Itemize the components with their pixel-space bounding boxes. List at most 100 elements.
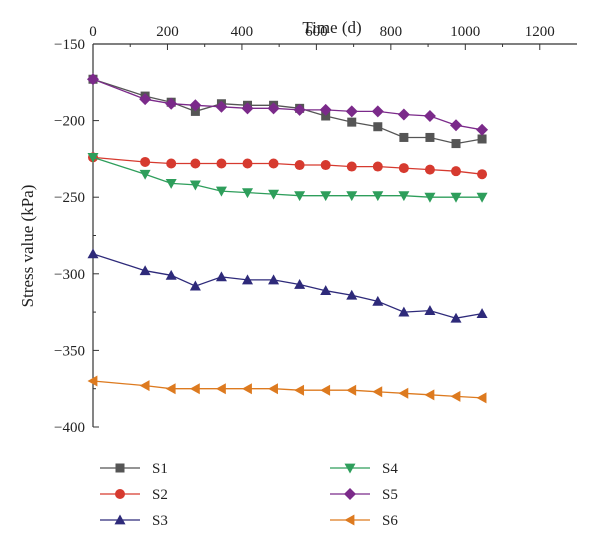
data-point-s4 [294,191,306,202]
data-point-s4 [346,191,358,202]
data-point-s4 [320,191,332,202]
data-point-s4 [424,192,436,203]
legend-label: S1 [152,461,168,477]
series-line-s4 [92,156,483,198]
legend-item-s6: S6 [330,513,398,529]
series-line-s1 [92,78,483,145]
y-tick-label: −350 [54,343,85,359]
y-tick-label: −250 [54,190,85,206]
x-tick-label: 800 [380,24,403,40]
series-line-s6 [92,380,483,399]
data-point-s1 [399,132,409,142]
data-point-s2 [294,160,305,171]
legend-item-s5: S5 [330,487,398,503]
x-tick-label: 0 [89,24,97,40]
data-point-s2 [346,161,357,172]
data-point-s4 [139,169,151,180]
data-point-s1 [321,111,331,121]
data-point-s2 [242,158,253,169]
x-tick-label: 1200 [525,24,555,40]
data-point-s6 [294,384,305,396]
data-point-s6 [372,386,383,398]
x-tick-label: 1000 [450,24,480,40]
data-point-s3 [268,274,280,285]
data-point-s6 [320,384,331,396]
legend-item-s1: S1 [100,461,168,477]
data-point-s5 [87,73,99,86]
data-point-s2 [398,163,409,174]
data-point-s3 [215,271,227,282]
data-point-s2 [424,164,435,175]
data-point-s2 [216,158,227,169]
data-point-s2 [451,166,461,177]
data-point-s4 [215,186,227,197]
data-point-s3 [165,269,177,280]
data-point-s5 [215,100,228,113]
x-axis-title: Time (d) [302,18,361,37]
legend-marker [115,489,125,499]
data-point-s3 [242,274,254,285]
series-line-s5 [92,78,483,131]
data-point-s6 [450,390,461,402]
data-point-s6 [268,383,278,395]
data-point-s5 [189,99,202,112]
data-point-s2 [190,158,201,169]
data-point-s4 [476,192,488,203]
data-point-s5 [371,105,384,118]
data-point-s6 [424,389,435,401]
data-point-s4 [165,179,177,189]
data-point-s1 [477,134,487,144]
y-tick-label: −150 [54,37,85,53]
data-point-s3 [189,280,201,291]
series-s5 [87,73,489,136]
y-tick-label: −200 [54,114,85,130]
legend-label: S4 [382,461,398,477]
data-point-s5 [450,119,462,132]
data-point-s5 [476,123,489,136]
series-s6 [87,375,487,404]
data-point-s5 [397,108,410,121]
series-layer [87,73,489,404]
data-point-s3 [424,305,436,315]
data-point-s6 [189,383,200,395]
legend: S1 S2 S3 S4 S5 S6 [100,461,398,529]
data-point-s3 [87,248,99,259]
data-point-s2 [372,161,383,172]
data-point-s5 [423,110,436,123]
legend-marker [344,463,356,474]
x-tick-label: 600 [305,24,328,40]
x-tick-label: 200 [156,24,179,40]
data-point-s6 [87,375,98,387]
data-point-s3 [320,285,332,296]
series-s4 [87,152,488,203]
series-s1 [88,74,487,149]
legend-label: S5 [382,487,398,503]
data-point-s2 [477,169,488,180]
legend-item-s3: S3 [100,513,168,529]
data-point-s1 [347,117,357,127]
data-point-s1 [190,106,200,116]
legend-item-s2: S2 [100,487,168,503]
data-point-s2 [166,158,177,169]
legend-item-s4: S4 [330,461,398,477]
data-point-s6 [398,387,409,399]
data-point-s4 [372,191,384,202]
data-point-s1 [451,139,461,149]
data-point-s6 [346,384,357,396]
data-point-s5 [139,93,152,106]
axes: 0 200 400 600 800 1000 1200 −150 −200 −250 −300 −35… [54,24,577,436]
data-point-s4 [87,152,99,163]
data-point-s3 [450,312,462,323]
data-point-s2 [140,156,151,167]
data-point-s6 [215,383,226,395]
legend-label: S2 [152,487,168,503]
data-point-s3 [476,308,488,319]
data-point-s1 [373,122,383,132]
data-point-s5 [267,102,280,115]
y-axis-title: Stress value (kPa) [18,185,37,308]
data-point-s3 [294,279,306,289]
data-point-s2 [320,160,331,171]
data-point-s4 [398,191,410,202]
data-point-s3 [372,295,384,306]
